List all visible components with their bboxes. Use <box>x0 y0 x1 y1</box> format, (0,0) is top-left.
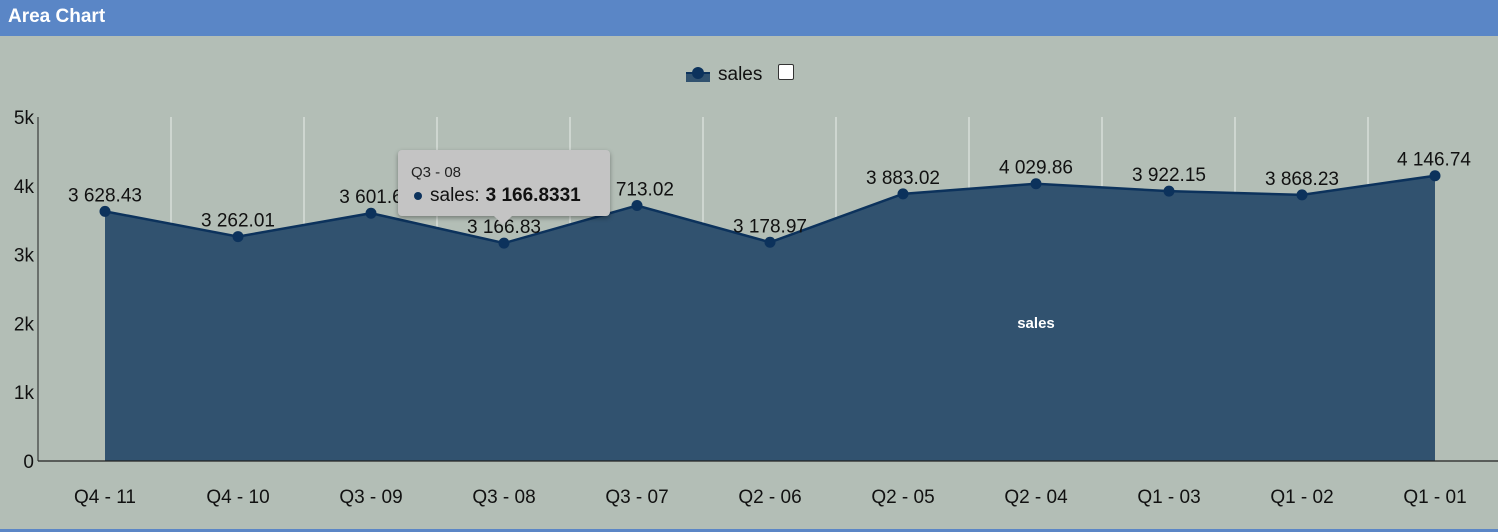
y-tick-label-3k: 3k <box>14 246 35 267</box>
data-label-1: 3 262.01 <box>201 211 275 232</box>
data-label-0: 3 628.43 <box>68 185 142 206</box>
data-point-8 <box>1163 185 1175 197</box>
legend-checkbox[interactable] <box>778 64 795 80</box>
panel-title: Area Chart <box>0 0 1498 36</box>
data-point-9 <box>1296 189 1308 201</box>
legend-swatch-icon <box>686 67 710 83</box>
axes <box>37 117 1498 462</box>
tooltip-tail <box>494 216 512 225</box>
x-tick-label-9: Q1 - 02 <box>1270 487 1333 508</box>
data-point-10 <box>1429 170 1441 182</box>
y-tick-label-5k: 5k <box>14 108 35 129</box>
y-tick-label-1k: 1k <box>14 383 35 404</box>
y-tick-label-2k: 2k <box>14 314 35 335</box>
x-tick-label-0: Q4 - 11 <box>74 487 136 508</box>
data-label-9: 3 868.23 <box>1265 169 1339 190</box>
data-point-6 <box>897 188 909 200</box>
data-label-10: 4 146.74 <box>1397 150 1471 171</box>
legend-label: sales <box>718 64 763 85</box>
data-label-5: 3 178.97 <box>733 216 807 237</box>
area-fill <box>105 175 1435 461</box>
y-tick-label-0: 0 <box>23 452 34 473</box>
data-label-2: 3 601.6 <box>339 187 402 208</box>
data-label-4: 3 713.02 <box>600 180 674 201</box>
tooltip: Q3 - 08 sales: 3 166.8331 <box>398 150 610 225</box>
data-point-3 <box>498 237 510 249</box>
x-tick-label-2: Q3 - 09 <box>339 487 402 508</box>
x-tick-label-10: Q1 - 01 <box>1403 487 1466 508</box>
data-point-2 <box>365 207 377 219</box>
x-tick-label-7: Q2 - 04 <box>1004 487 1068 508</box>
y-tick-label-4k: 4k <box>14 177 35 198</box>
x-tick-label-8: Q1 - 03 <box>1137 487 1200 508</box>
data-point-0 <box>99 205 111 217</box>
tooltip-body: sales: 3 166.8331 <box>411 185 610 207</box>
data-point-4 <box>631 200 643 212</box>
data-point-5 <box>764 236 776 248</box>
tooltip-value: 3 166.8331 <box>485 185 581 206</box>
x-tick-label-6: Q2 - 05 <box>871 487 934 508</box>
x-tick-label-5: Q2 - 06 <box>738 487 801 508</box>
area-label: sales <box>1017 315 1055 332</box>
data-label-8: 3 922.15 <box>1132 165 1206 186</box>
x-tick-label-3: Q3 - 08 <box>472 487 535 508</box>
data-point-7 <box>1030 178 1042 190</box>
area-chart: sales 0 1k 2k 3k 4k 5k Q4 - 11 Q4 - 10 Q3 - 09 Q3… <box>14 108 1498 508</box>
tooltip-dot-icon <box>414 192 422 200</box>
x-tick-label-4: Q3 - 07 <box>605 487 668 508</box>
data-points <box>99 170 1441 249</box>
data-label-3: 3 166.83 <box>467 217 541 238</box>
data-label-6: 3 883.02 <box>866 168 940 189</box>
legend[interactable]: sales <box>686 62 795 88</box>
data-label-7: 4 029.86 <box>999 158 1073 179</box>
x-tick-label-1: Q4 - 10 <box>206 487 269 508</box>
tooltip-title: Q3 - 08 <box>411 164 462 181</box>
tooltip-series: sales: <box>430 185 480 206</box>
data-point-1 <box>232 231 244 243</box>
data-labels: 3 628.43 3 262.01 3 601.6 3 166.83 3 713.02 3… <box>68 150 1471 238</box>
